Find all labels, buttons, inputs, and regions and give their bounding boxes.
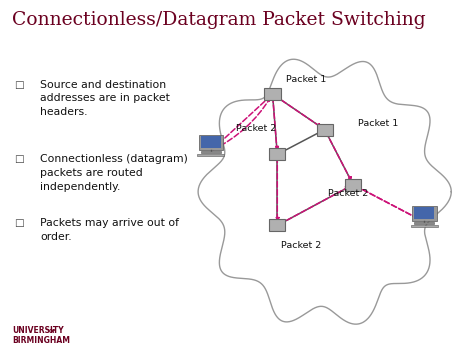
FancyArrowPatch shape (213, 98, 270, 150)
Text: □: □ (14, 154, 24, 164)
FancyArrowPatch shape (356, 186, 420, 220)
Text: Connectionless (datagram)
packets are routed
independently.: Connectionless (datagram) packets are ro… (40, 154, 188, 192)
Bar (197, 154, 225, 157)
Bar (269, 148, 285, 160)
Polygon shape (198, 59, 451, 324)
Text: Connectionless/Datagram Packet Switching: Connectionless/Datagram Packet Switching (12, 11, 426, 29)
Text: OF: OF (49, 329, 57, 334)
Bar (345, 179, 361, 191)
Text: Packet 2: Packet 2 (281, 241, 321, 250)
Text: Source and destination
addresses are in packet
headers.: Source and destination addresses are in … (40, 80, 170, 117)
Text: □: □ (14, 218, 24, 228)
FancyArrowPatch shape (275, 157, 279, 221)
Bar (201, 151, 221, 153)
FancyArrowPatch shape (273, 97, 278, 150)
Bar (414, 222, 434, 224)
FancyArrowPatch shape (280, 187, 349, 224)
Text: Packet 1: Packet 1 (358, 119, 398, 128)
Bar (410, 225, 438, 228)
Bar (414, 207, 434, 219)
Bar (412, 206, 437, 222)
Text: Packet 1: Packet 1 (286, 75, 326, 84)
Bar (269, 219, 285, 231)
Text: Packet 2: Packet 2 (236, 124, 276, 133)
Text: Packets may arrive out of
order.: Packets may arrive out of order. (40, 218, 179, 242)
Bar (201, 136, 221, 148)
Text: UNIVERSITY: UNIVERSITY (12, 327, 64, 335)
FancyArrowPatch shape (213, 97, 269, 149)
Bar (317, 124, 333, 136)
FancyArrowPatch shape (326, 132, 351, 181)
Text: BIRMINGHAM: BIRMINGHAM (12, 336, 70, 345)
Text: Packet 2: Packet 2 (328, 189, 368, 198)
FancyArrowPatch shape (356, 186, 420, 220)
Text: □: □ (14, 80, 24, 90)
FancyArrowPatch shape (275, 95, 321, 127)
Bar (199, 135, 223, 151)
Bar (264, 88, 281, 100)
